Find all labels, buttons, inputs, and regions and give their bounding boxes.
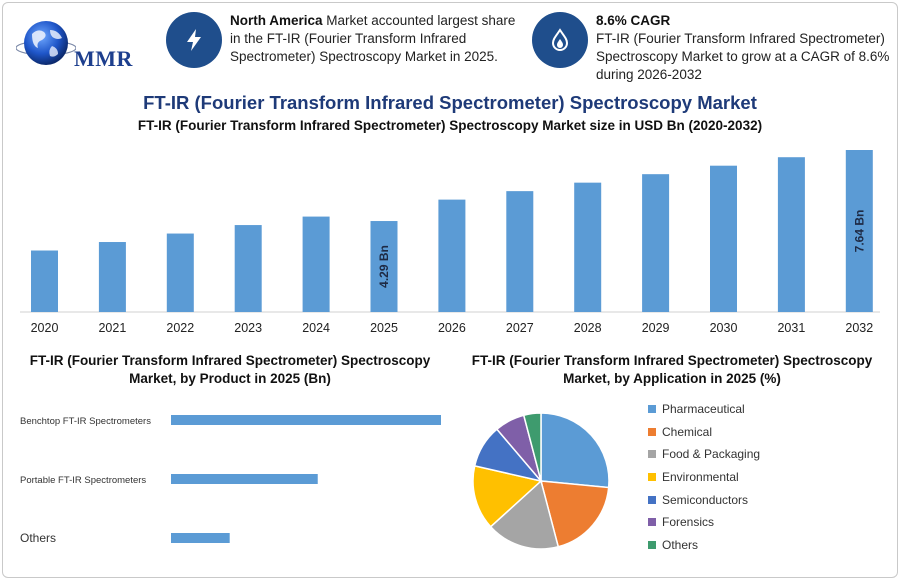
legend-label: Others xyxy=(662,537,699,552)
application-pie-chart xyxy=(472,412,610,550)
legend-swatch xyxy=(648,405,656,414)
x-tick-label: 2030 xyxy=(710,321,738,335)
market-size-bar-chart: 2020 2021 2022 2023 2024 2025 4.29 Bn 2026 2027 2… xyxy=(20,150,880,335)
legend-item: Forensics xyxy=(648,511,848,534)
mmr-logo: MMR xyxy=(15,16,140,78)
bar-2031 xyxy=(777,157,805,312)
x-tick-label: 2020 xyxy=(31,321,59,335)
flame-drop-icon xyxy=(532,12,588,68)
page-title: FT-IR (Fourier Transform Infrared Spectr… xyxy=(143,92,757,113)
x-tick-label: 2026 xyxy=(438,321,466,335)
bar-2023 xyxy=(234,225,262,312)
x-tick-label: 2024 xyxy=(302,321,330,335)
bar-2030 xyxy=(710,165,737,312)
x-tick-label: 2032 xyxy=(845,321,873,335)
legend-item: Environmental xyxy=(648,466,848,489)
pie-slice-others xyxy=(522,412,542,482)
product-bar xyxy=(171,474,318,484)
legend-swatch xyxy=(648,427,656,436)
bar-chart-title: FT-IR (Fourier Transform Infrared Spectr… xyxy=(137,118,763,133)
product-label: Portable FT-IR Spectrometers xyxy=(20,475,146,486)
product-bar xyxy=(171,533,230,543)
legend-label: Semiconductors xyxy=(662,492,749,507)
x-tick-label: 2022 xyxy=(166,321,194,335)
legend-item: Pharmaceutical xyxy=(648,398,848,421)
x-tick-label: 2021 xyxy=(98,321,126,335)
bar-2020 xyxy=(31,250,58,312)
product-bar-chart: Benchtop FT-IR Spectrometers Portable FT-… xyxy=(20,415,441,545)
legend-swatch xyxy=(648,540,656,549)
legend-item: Food & Packaging xyxy=(648,443,848,466)
data-label: 4.29 Bn xyxy=(377,245,391,288)
x-tick-label: 2028 xyxy=(574,321,602,335)
highlight-region-bold: North America xyxy=(230,13,323,28)
data-label: 7.64 Bn xyxy=(852,210,866,253)
highlight-cagr: 8.6% CAGR FT-IR (Fourier Transform Infrar… xyxy=(532,12,892,84)
product-label: Benchtop FT-IR Spectrometers xyxy=(20,416,151,427)
application-chart-title: FT-IR (Fourier Transform Infrared Spectr… xyxy=(471,353,873,386)
lightning-icon xyxy=(166,12,222,68)
legend-label: Chemical xyxy=(662,424,713,439)
highlight-cagr-bold: 8.6% CAGR xyxy=(596,13,671,28)
legend-label: Pharmaceutical xyxy=(662,402,745,417)
bar-2029 xyxy=(642,174,670,312)
pie-legend: Pharmaceutical Chemical Food & Packaging En… xyxy=(648,398,848,556)
x-tick-label: 2025 xyxy=(370,321,398,335)
highlight-region-body: Market accounted largest share in the FT… xyxy=(230,13,516,64)
bar-2021 xyxy=(98,242,126,312)
bar-2025 xyxy=(370,221,398,312)
highlight-cagr-body: FT-IR (Fourier Transform Infrared Spectr… xyxy=(596,31,890,82)
bar-2032 xyxy=(845,150,873,312)
legend-swatch xyxy=(648,450,656,459)
pie-slice-environmental xyxy=(472,464,543,528)
x-tick-label: 2027 xyxy=(506,321,534,335)
legend-item: Semiconductors xyxy=(648,488,848,511)
highlight-region: North America Market accounted largest s… xyxy=(166,12,516,68)
product-label: Others xyxy=(20,531,56,545)
bar-2024 xyxy=(302,216,330,312)
product-bar xyxy=(171,415,441,425)
globe-icon xyxy=(15,21,77,65)
bar-2028 xyxy=(574,182,602,312)
x-tick-label: 2031 xyxy=(777,321,805,335)
highlight-cagr-text: 8.6% CAGR FT-IR (Fourier Transform Infrar… xyxy=(596,12,892,84)
legend-item: Chemical xyxy=(648,421,848,444)
product-chart-title: FT-IR (Fourier Transform Infrared Spectr… xyxy=(29,353,431,386)
x-tick-label: 2029 xyxy=(642,321,670,335)
legend-swatch xyxy=(648,495,656,504)
bar-2027 xyxy=(506,191,534,312)
bar-2022 xyxy=(166,233,194,312)
legend-item: Others xyxy=(648,534,848,557)
bar-2026 xyxy=(438,199,466,312)
logo-text: MMR xyxy=(74,46,133,71)
legend-swatch xyxy=(648,473,656,482)
x-tick-label: 2023 xyxy=(234,321,262,335)
legend-label: Food & Packaging xyxy=(662,447,761,462)
legend-label: Forensics xyxy=(662,515,715,530)
highlight-region-text: North America Market accounted largest s… xyxy=(230,12,516,66)
pie-slice-food-packaging xyxy=(489,479,560,550)
legend-label: Environmental xyxy=(662,470,739,485)
pie-slice-chemical xyxy=(540,480,610,548)
pie-slice-pharmaceutical xyxy=(540,412,610,489)
legend-swatch xyxy=(648,518,656,527)
